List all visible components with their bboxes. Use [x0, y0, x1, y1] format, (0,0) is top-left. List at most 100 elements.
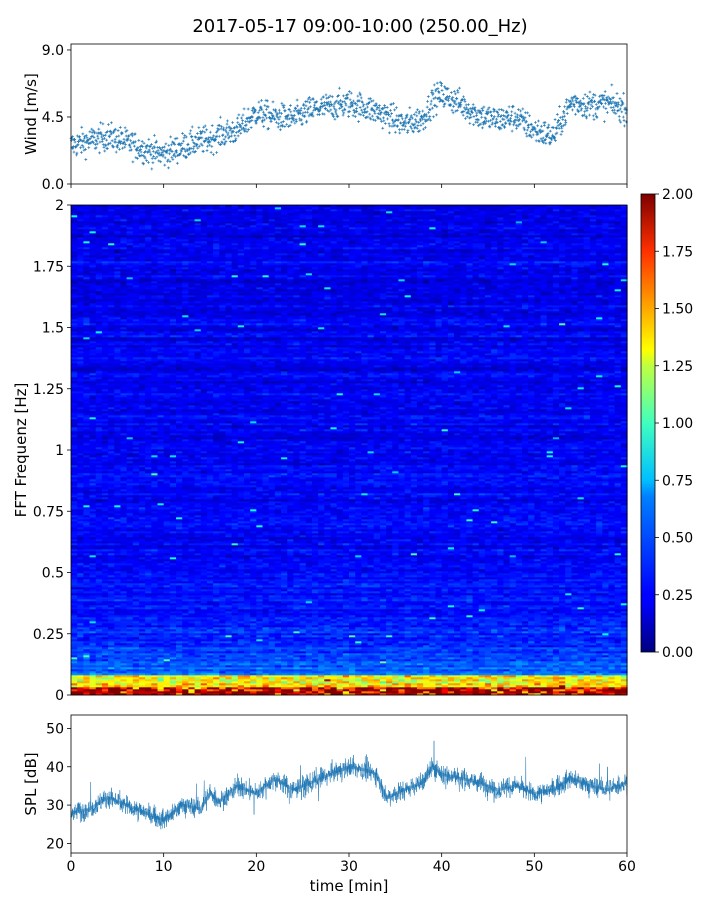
- wind-point: [217, 134, 221, 138]
- spectrogram-cell: [608, 651, 616, 654]
- spectrogram-cell: [460, 661, 467, 664]
- spectrogram-cell: [336, 659, 344, 662]
- spectrogram-cell: [281, 617, 288, 620]
- wind-point: [270, 112, 273, 115]
- spectrogram-cell: [219, 631, 227, 634]
- spectrogram-cell: [71, 619, 78, 622]
- wind-point: [85, 136, 89, 140]
- spectrogram-cell: [534, 653, 542, 656]
- spectrogram-cell: [447, 669, 455, 672]
- spectrogram-cell: [77, 645, 84, 648]
- spectrogram-cell: [435, 629, 443, 632]
- spectrogram-cell: [176, 635, 183, 638]
- spectrogram-cell: [540, 651, 548, 654]
- spectrogram-cell: [250, 667, 257, 670]
- wind-point: [225, 126, 229, 130]
- spectrogram-cell: [176, 633, 183, 636]
- spectrogram-cell: [447, 619, 455, 622]
- wind-point: [223, 128, 227, 132]
- spectrogram-cell: [311, 661, 319, 664]
- spectrogram-cell: [206, 665, 214, 668]
- spectrogram-cell: [256, 649, 264, 652]
- spectrogram-cell: [589, 675, 597, 678]
- spectrogram-cell: [250, 661, 257, 664]
- spectrogram-cell: [138, 661, 146, 664]
- spectrogram-cell: [596, 633, 603, 636]
- spectrogram-cell: [349, 617, 356, 620]
- spectrogram-cell: [367, 623, 375, 626]
- spectrogram-cell: [274, 645, 282, 648]
- spectrogram-cell: [318, 655, 325, 658]
- spectrogram-cell: [484, 653, 492, 656]
- spectrogram-cell: [342, 663, 350, 666]
- spectrogram-cell: [330, 685, 338, 688]
- spectrogram-cell: [231, 623, 239, 626]
- spectrogram-cell: [77, 651, 84, 654]
- wind-point: [266, 99, 269, 103]
- spectrogram-cell: [404, 677, 412, 680]
- spectrogram-cell: [151, 675, 159, 678]
- spectrogram-cell: [367, 629, 375, 632]
- spectrogram-cell: [404, 647, 412, 650]
- wind-point: [150, 142, 153, 146]
- spectrogram-cell: [237, 675, 245, 678]
- wind-point: [261, 116, 265, 120]
- spectrogram-cell: [126, 661, 134, 664]
- spectrogram-cell: [521, 631, 529, 634]
- spectrogram-cell: [398, 627, 406, 630]
- spectrogram-cell: [466, 621, 474, 624]
- spectrogram-cell: [342, 673, 350, 676]
- spectrogram-cell: [89, 661, 97, 664]
- spectrogram-cell: [231, 627, 239, 630]
- wind-point: [564, 100, 568, 104]
- spectrogram-cell: [318, 685, 325, 688]
- spectrogram-cell: [231, 625, 239, 628]
- spectrogram-cell: [620, 637, 628, 640]
- spectrogram-cell: [268, 655, 276, 658]
- spectrogram-cell: [454, 665, 461, 668]
- spectrogram-cell: [89, 673, 97, 676]
- spectrogram-cell: [521, 663, 529, 666]
- spectrogram-cell: [157, 679, 165, 682]
- spectrogram-cell: [521, 655, 529, 658]
- spectrogram-cell: [225, 663, 233, 666]
- spectrogram-cell: [361, 685, 369, 688]
- spectrogram-cell: [416, 657, 424, 660]
- spectrogram-cell: [188, 689, 196, 692]
- spectrogram-cell: [262, 635, 270, 638]
- wind-point: [191, 147, 195, 151]
- spectrogram-cell: [521, 647, 529, 650]
- spectrogram-cell: [466, 681, 474, 684]
- spectrogram-cell: [410, 629, 418, 632]
- spectrogram-cell: [497, 641, 505, 644]
- spectrogram-cell: [293, 659, 301, 662]
- spectrogram-cell: [349, 671, 356, 674]
- spectrogram-cell: [398, 675, 406, 678]
- wind-point: [377, 104, 381, 108]
- spectrogram-cell: [324, 685, 332, 688]
- spectrogram-cell: [571, 667, 579, 670]
- spectrogram-cell: [114, 627, 122, 630]
- spectrogram-cell: [89, 669, 97, 672]
- spectrogram-cell: [200, 665, 208, 668]
- spectrogram-cell: [546, 675, 554, 678]
- spectrogram-cell: [262, 661, 270, 664]
- spectrogram-cell: [311, 675, 319, 678]
- spectrogram-cell: [521, 619, 529, 622]
- spectrogram-cell: [497, 663, 505, 666]
- spectrogram-cell: [367, 675, 375, 678]
- spectrogram-cell: [219, 689, 227, 692]
- spectrogram-cell: [540, 639, 548, 642]
- spectrogram-cell: [398, 629, 406, 632]
- spectrogram-cell: [324, 683, 332, 686]
- spectrogram-cell: [330, 649, 338, 652]
- spectrogram-cell: [416, 689, 424, 692]
- spectrogram-cell: [225, 673, 233, 676]
- spectrogram-cell: [145, 621, 152, 624]
- spectrogram-cell: [509, 645, 517, 648]
- spectrogram-cell: [225, 649, 233, 652]
- spectrogram-cell: [83, 631, 91, 634]
- spectrogram-cell: [491, 625, 498, 628]
- spectrogram-cell: [188, 657, 196, 660]
- spectrogram-cell: [169, 655, 177, 658]
